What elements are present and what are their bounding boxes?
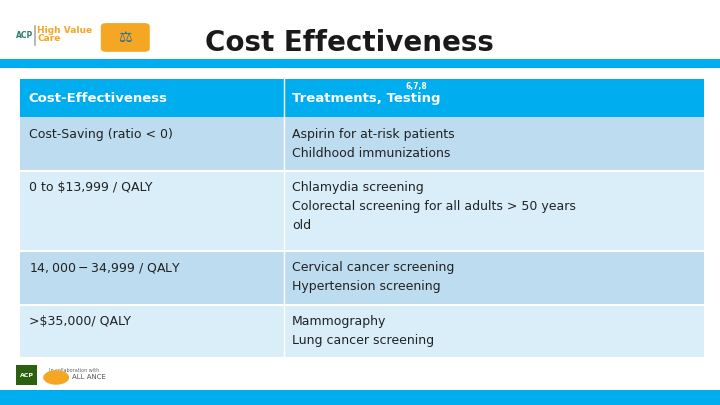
Text: In collaboration with: In collaboration with	[49, 368, 99, 373]
Text: ALL ANCE: ALL ANCE	[72, 375, 106, 380]
Bar	[20, 79, 704, 117]
Text: Aspirin for at-risk patients
Childhood immunizations: Aspirin for at-risk patients Childhood i…	[292, 128, 455, 160]
Text: Cervical cancer screening
Hypertension screening: Cervical cancer screening Hypertension s…	[292, 262, 454, 294]
Bar	[20, 252, 704, 305]
Text: Cost Effectiveness: Cost Effectiveness	[205, 28, 494, 57]
Text: 6,7,8: 6,7,8	[406, 82, 428, 92]
Bar	[20, 305, 704, 358]
Text: Treatments, Testing: Treatments, Testing	[292, 92, 441, 105]
Bar	[0, 59, 720, 68]
Text: Cost-Effectiveness: Cost-Effectiveness	[29, 92, 168, 105]
Text: Care: Care	[37, 34, 60, 43]
FancyBboxPatch shape	[101, 23, 150, 52]
Text: High Value: High Value	[37, 26, 93, 35]
Bar	[20, 117, 704, 171]
Bar	[16, 365, 37, 385]
Text: ACP: ACP	[16, 31, 33, 40]
Text: Chlamydia screening
Colorectal screening for all adults > 50 years
old: Chlamydia screening Colorectal screening…	[292, 181, 576, 232]
Text: $14,000- $34,999 / QALY: $14,000- $34,999 / QALY	[29, 262, 181, 275]
Text: ⚖: ⚖	[119, 30, 132, 45]
Text: 0 to $13,999 / QALY: 0 to $13,999 / QALY	[29, 181, 153, 194]
Bar	[0, 390, 720, 405]
Text: >$35,000/ QALY: >$35,000/ QALY	[29, 315, 131, 328]
Text: Mammography
Lung cancer screening: Mammography Lung cancer screening	[292, 315, 434, 347]
Bar	[20, 171, 704, 252]
Text: ACP: ACP	[19, 373, 34, 377]
Circle shape	[43, 370, 69, 385]
Text: Cost-Saving (ratio < 0): Cost-Saving (ratio < 0)	[29, 128, 173, 141]
